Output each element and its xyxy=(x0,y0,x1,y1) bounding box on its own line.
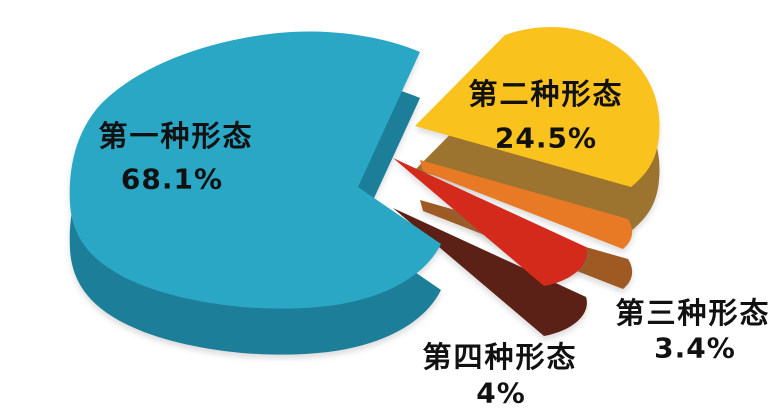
slice-first-form xyxy=(69,31,441,355)
value-third-form: 3.4% xyxy=(654,331,736,365)
label-second-form: 第二种形态 xyxy=(468,77,624,112)
slice-second-form xyxy=(415,27,660,231)
value-first-form: 68.1% xyxy=(120,162,224,196)
value-fourth-form: 4% xyxy=(476,376,526,410)
label-third-form: 第三种形态 xyxy=(615,296,768,331)
label-first-form: 第一种形态 xyxy=(98,119,254,154)
slice-fourth-form-side xyxy=(393,208,587,336)
slice-third-form-top xyxy=(420,160,633,249)
label-fourth-form: 第四种形态 xyxy=(422,340,578,375)
slice-second-form-top xyxy=(415,27,660,187)
slice-first-form-top xyxy=(69,31,441,309)
slice-fourth-form xyxy=(393,158,587,336)
value-second-form: 24.5% xyxy=(494,121,598,155)
slice-fourth-form-top xyxy=(393,158,587,286)
